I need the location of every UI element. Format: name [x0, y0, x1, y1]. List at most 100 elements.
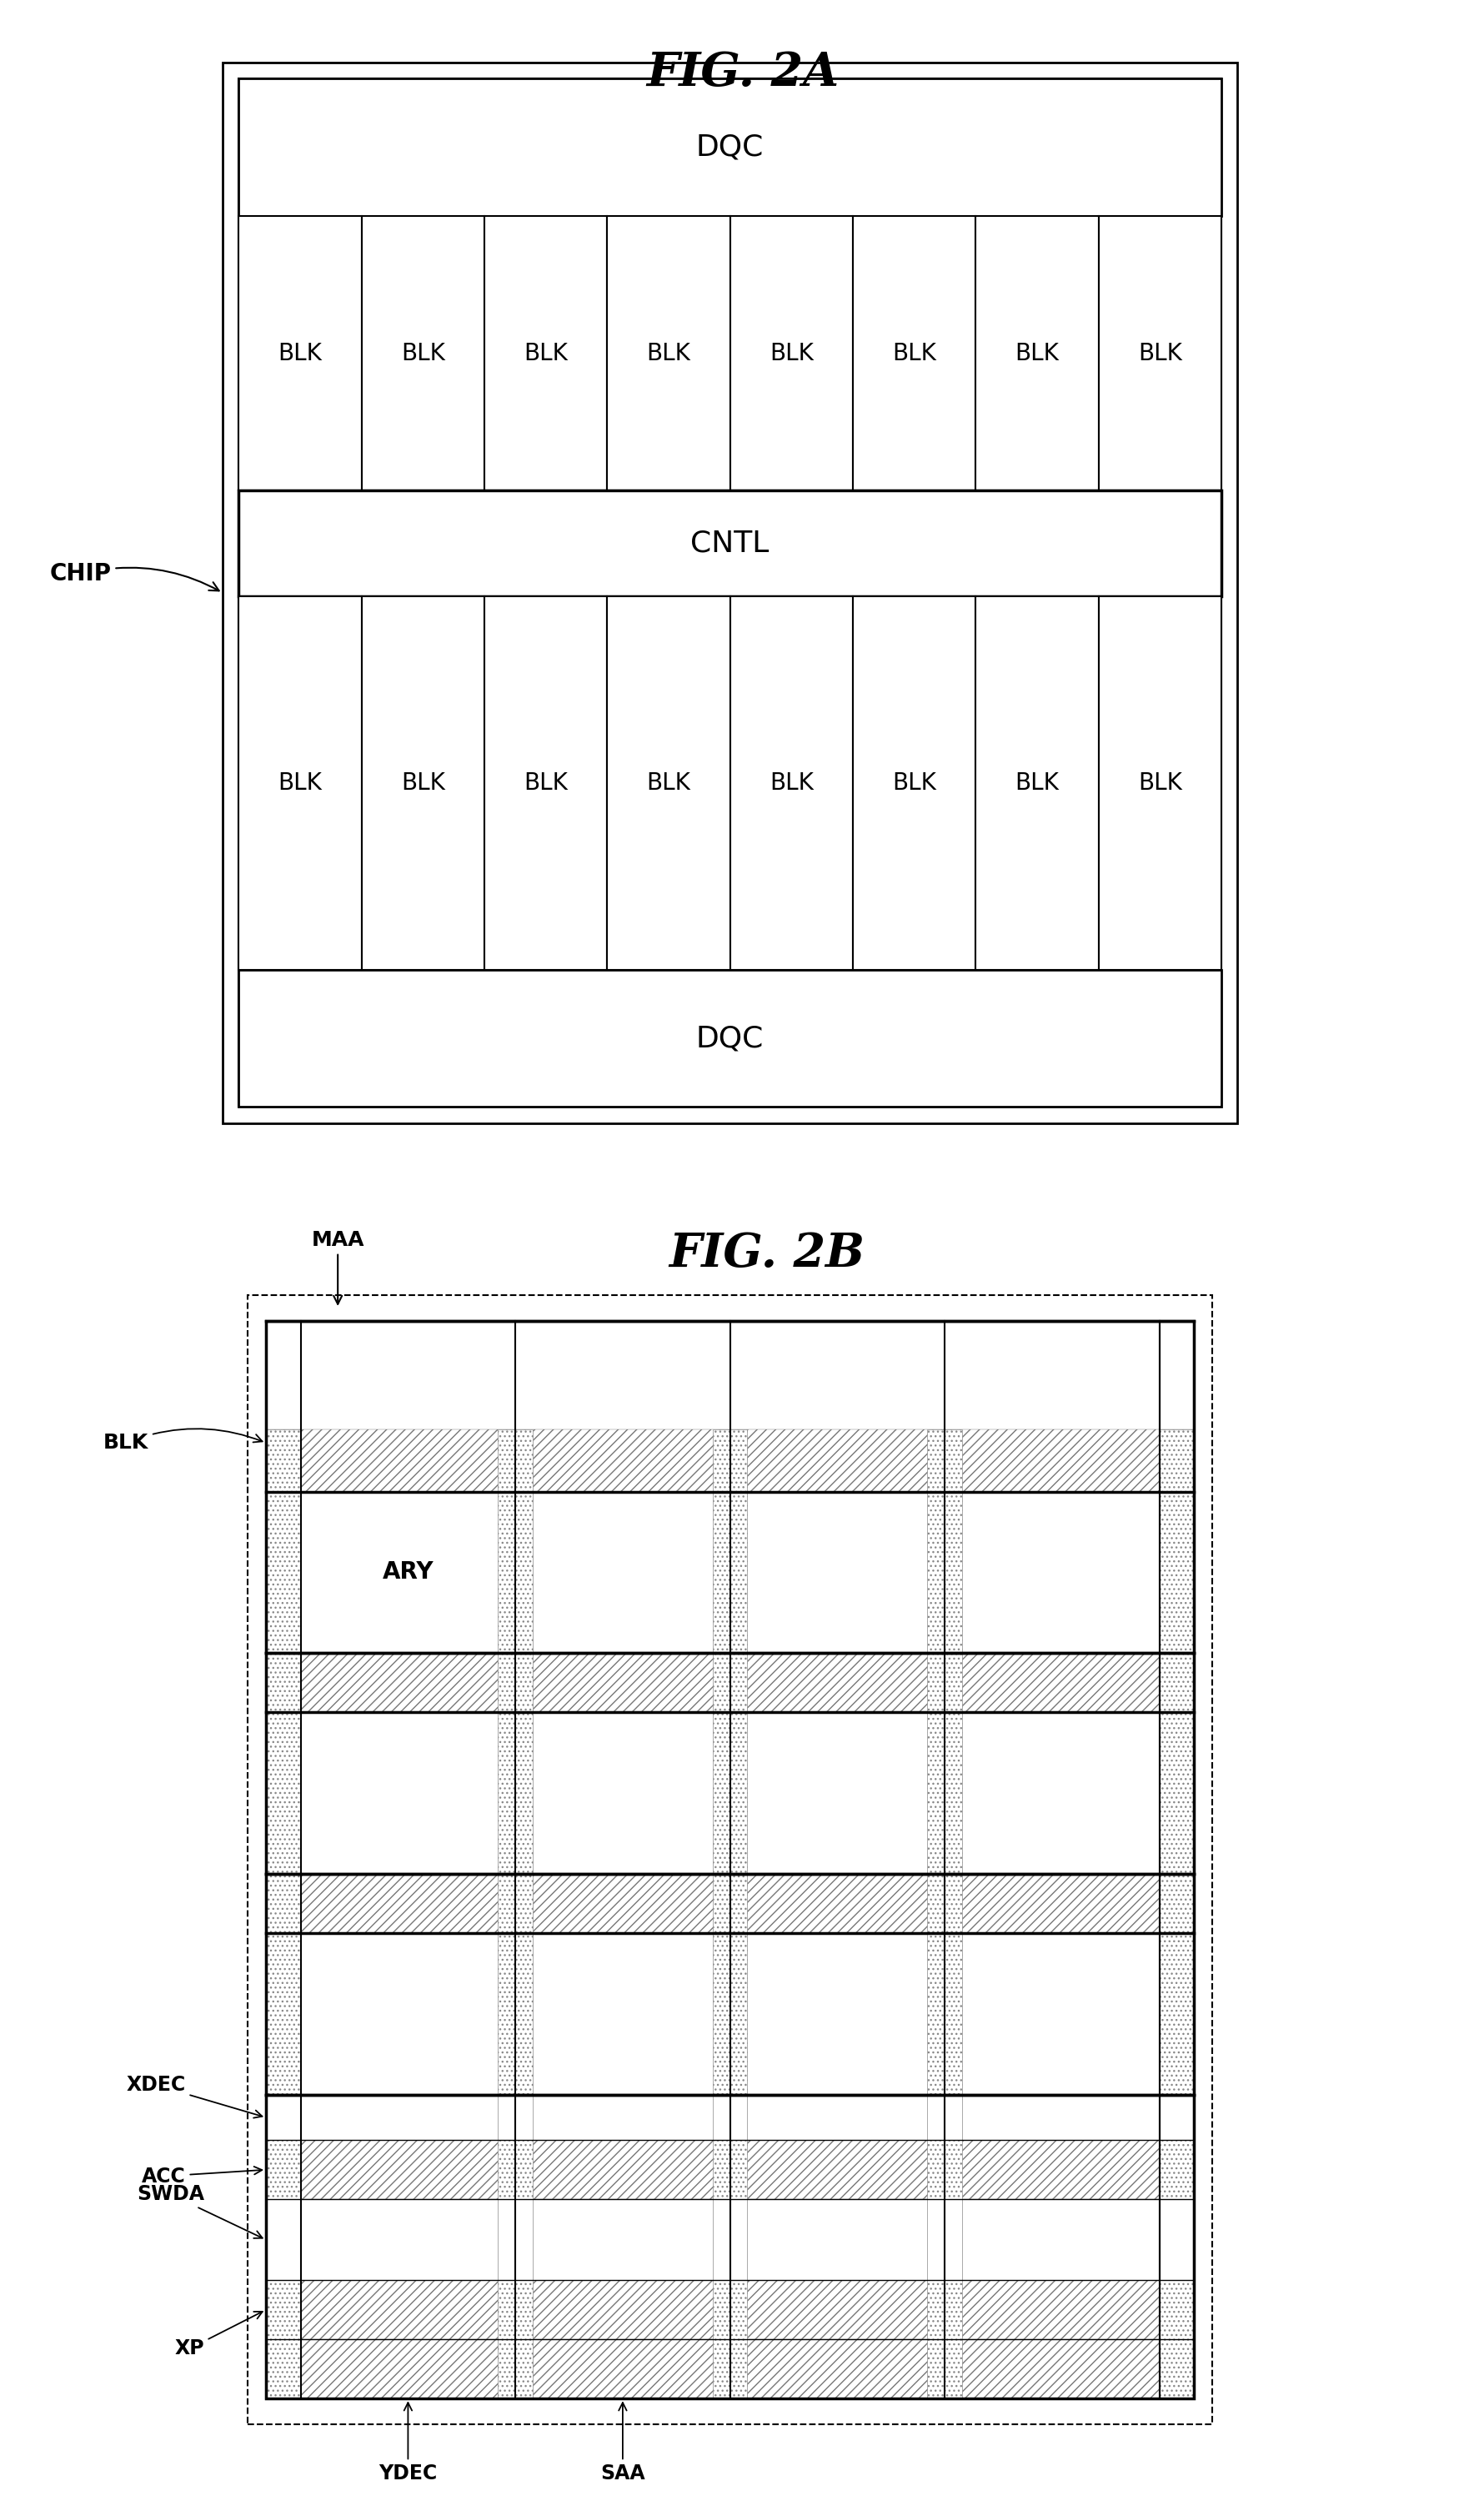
Text: BLK: BLK	[769, 771, 813, 794]
Text: BLK: BLK	[1015, 771, 1058, 794]
Bar	[1159, 1493, 1193, 1652]
Text: MAA: MAA	[312, 1231, 364, 1303]
Bar	[266, 1493, 300, 1652]
Text: BLK: BLK	[278, 771, 322, 794]
Bar	[928, 2199, 962, 2281]
Bar	[852, 597, 975, 971]
Bar	[928, 2281, 962, 2339]
Bar	[266, 1934, 300, 2094]
Text: XDEC: XDEC	[126, 2074, 263, 2119]
Bar	[266, 1320, 1193, 2399]
Bar	[266, 2281, 300, 2339]
Text: YDEC: YDEC	[378, 2404, 438, 2484]
Bar	[712, 1493, 746, 1652]
Text: ACC: ACC	[141, 2167, 261, 2186]
Text: BLK: BLK	[1137, 342, 1181, 364]
Bar	[730, 597, 852, 971]
Bar	[266, 1430, 1193, 1493]
Bar	[266, 2199, 300, 2281]
Text: DQC: DQC	[696, 132, 764, 162]
Bar	[1098, 217, 1220, 489]
Bar	[266, 1493, 1193, 1652]
Bar	[497, 2199, 533, 2281]
Bar	[266, 2094, 300, 2139]
Bar	[223, 62, 1236, 1123]
Bar	[484, 217, 607, 489]
Bar	[239, 597, 362, 971]
Bar	[497, 2339, 533, 2399]
Bar	[266, 1874, 300, 1934]
Bar	[497, 1934, 533, 2094]
Bar	[497, 1430, 533, 1493]
Bar	[1098, 597, 1220, 971]
Bar	[712, 1874, 746, 1934]
Bar	[928, 1652, 962, 1712]
Bar	[266, 2139, 1193, 2199]
Bar	[266, 1652, 1193, 1712]
Bar	[928, 1712, 962, 1874]
Bar	[1159, 1874, 1193, 1934]
Text: BLK: BLK	[524, 342, 567, 364]
Text: BLK: BLK	[646, 342, 690, 364]
Text: ARY: ARY	[381, 1560, 433, 1585]
Text: SAA: SAA	[600, 2404, 644, 2484]
Bar	[266, 1934, 1193, 2094]
Bar	[1159, 2094, 1193, 2139]
Bar	[362, 217, 484, 489]
Bar	[1159, 2339, 1193, 2399]
Bar	[266, 1430, 300, 1493]
Bar	[712, 1430, 746, 1493]
Bar	[1159, 2139, 1193, 2199]
Bar	[266, 1712, 300, 1874]
Bar	[266, 2339, 300, 2399]
Text: BLK: BLK	[401, 771, 445, 794]
Bar	[928, 2339, 962, 2399]
Bar	[239, 971, 1220, 1108]
Bar	[239, 489, 1220, 597]
Bar	[266, 2281, 1193, 2339]
Text: BLK: BLK	[1015, 342, 1058, 364]
Bar	[607, 217, 730, 489]
Text: CHIP: CHIP	[49, 562, 218, 592]
Text: SWDA: SWDA	[137, 2184, 263, 2239]
Bar	[497, 1493, 533, 1652]
Text: BLK: BLK	[104, 1428, 263, 1453]
Text: BLK: BLK	[646, 771, 690, 794]
Bar	[497, 1712, 533, 1874]
Bar	[266, 2339, 1193, 2399]
Bar	[712, 2094, 746, 2139]
Bar	[266, 1874, 1193, 1934]
Text: XP: XP	[174, 2311, 263, 2359]
Bar	[239, 217, 362, 489]
Text: BLK: BLK	[401, 342, 445, 364]
Text: CNTL: CNTL	[690, 529, 769, 557]
Bar	[928, 1493, 962, 1652]
Text: BLK: BLK	[524, 771, 567, 794]
Text: BLK: BLK	[892, 771, 936, 794]
Text: FIG. 2A: FIG. 2A	[646, 50, 838, 95]
Bar	[975, 597, 1098, 971]
Bar	[1159, 2199, 1193, 2281]
Text: DQC: DQC	[696, 1023, 764, 1053]
Bar	[712, 1712, 746, 1874]
Bar	[362, 597, 484, 971]
Bar	[266, 1712, 1193, 1874]
Bar	[266, 1652, 300, 1712]
Bar	[712, 1934, 746, 2094]
Bar	[730, 217, 852, 489]
Bar	[1159, 1934, 1193, 2094]
Bar	[712, 2199, 746, 2281]
Bar	[239, 77, 1220, 215]
Bar	[1159, 1652, 1193, 1712]
Bar	[712, 2339, 746, 2399]
Bar	[852, 217, 975, 489]
Bar	[975, 217, 1098, 489]
Bar	[266, 2094, 1193, 2139]
Text: BLK: BLK	[1137, 771, 1181, 794]
Text: BLK: BLK	[278, 342, 322, 364]
Bar	[248, 1295, 1212, 2424]
Bar	[712, 2139, 746, 2199]
Bar	[928, 2094, 962, 2139]
Bar	[497, 2139, 533, 2199]
Bar	[497, 2281, 533, 2339]
